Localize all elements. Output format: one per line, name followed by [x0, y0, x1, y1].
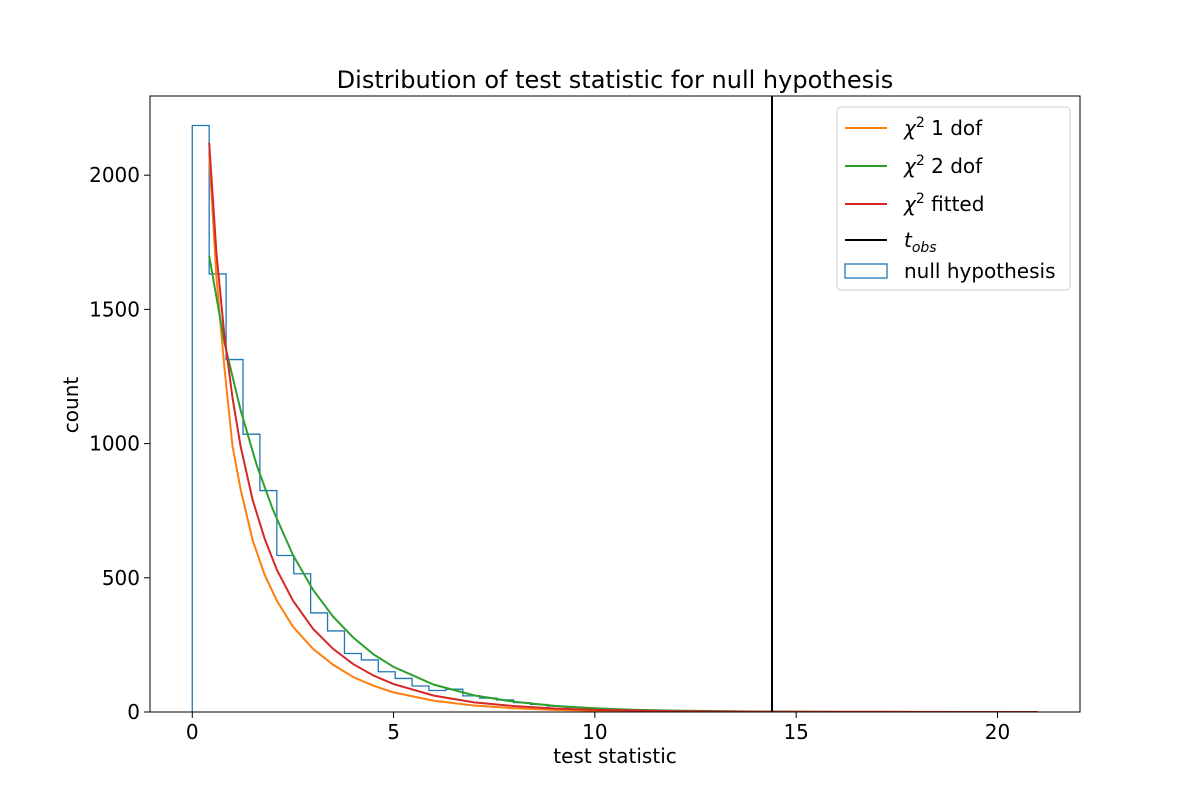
y-tick-label: 0 [127, 700, 140, 724]
legend-entry-t-obs: tobs [845, 228, 937, 256]
y-axis-label: count [59, 377, 83, 434]
legend-entry-null-hypothesis: null hypothesis [844, 259, 1055, 283]
x-tick-label: 5 [387, 720, 400, 744]
series-line-chi2-fitted [208, 142, 1038, 712]
x-tick-label: 20 [985, 720, 1010, 744]
legend-box [836, 106, 1071, 291]
legend-entry-chi2-2dof: χ2 2 dof [845, 153, 983, 178]
plot-frame [149, 95, 1081, 713]
histogram-null-hypothesis [191, 124, 667, 712]
y-tick-label: 1500 [89, 297, 140, 321]
x-tick-label: 15 [783, 720, 808, 744]
legend-label: null hypothesis [904, 259, 1055, 283]
legend-entry-chi2-fitted: χ2 fitted [845, 191, 984, 216]
y-tick-label: 1000 [89, 432, 140, 456]
series-line-chi2-2dof [208, 255, 1038, 712]
y-tick-label: 2000 [89, 163, 140, 187]
legend-swatch [844, 263, 888, 279]
legend-label: χ2 2 dof [903, 153, 983, 178]
chart-title: Distribution of test statistic for null … [337, 66, 894, 94]
legend: χ2 1 dof χ2 2 dof χ2 fitted tobs null hypoth… [836, 106, 1071, 291]
x-axis-label: test statistic [553, 744, 677, 768]
x-tick-label: 0 [186, 720, 199, 744]
x-tick-label: 10 [582, 720, 607, 744]
legend-label: χ2 1 dof [903, 115, 983, 140]
legend-label: tobs [904, 228, 937, 256]
y-tick-label: 500 [102, 566, 140, 590]
legend-entry-chi2-1dof: χ2 1 dof [845, 115, 983, 140]
legend-label: χ2 fitted [903, 191, 984, 216]
axes: 0 5 10 15 20 0 500 1000 1500 2000 [89, 95, 1081, 744]
